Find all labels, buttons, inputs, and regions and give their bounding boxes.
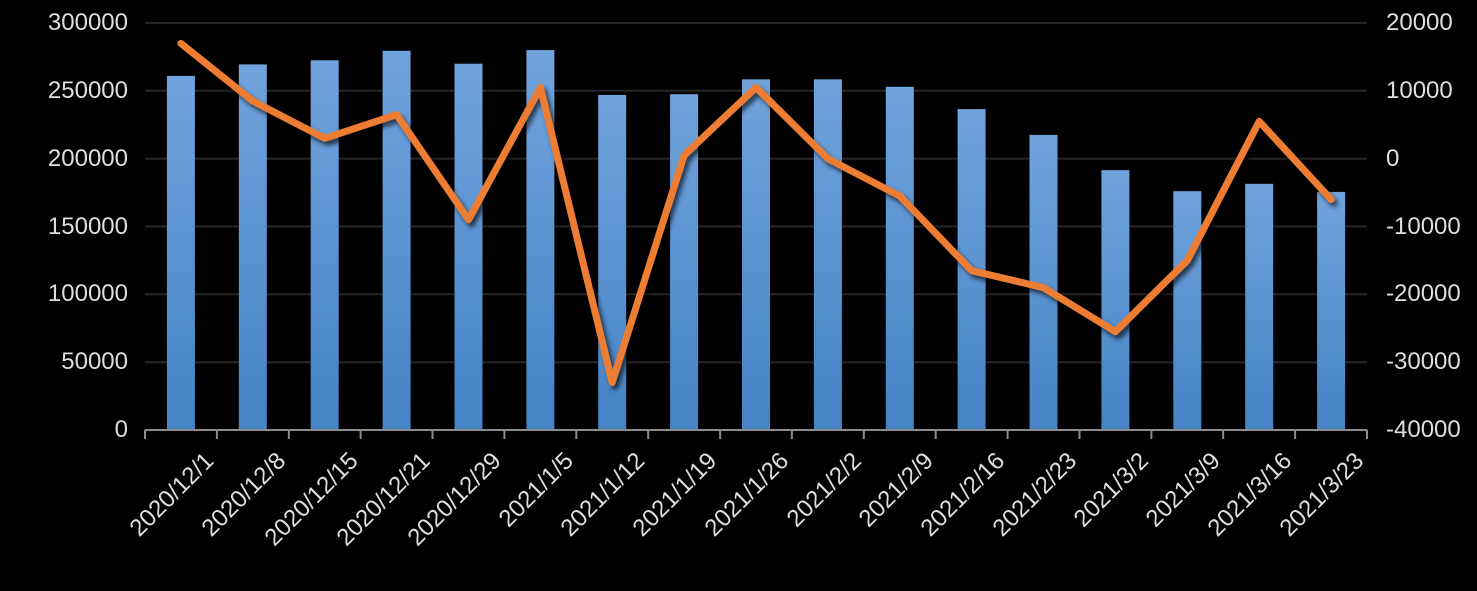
right-axis-tick-label: -30000 [1386,348,1461,375]
left-axis-tick-label: 150000 [47,213,128,240]
bar-2021/2/2[interactable] [813,79,842,431]
left-axis-tick-label: 100000 [47,280,128,307]
right-axis-tick-label: -10000 [1386,213,1461,240]
left-axis-tick-label: 50000 [61,348,128,375]
bar-2020/12/15[interactable] [310,60,339,431]
left-axis-tick-label: 300000 [47,9,128,36]
left-axis-tick-label: 250000 [47,77,128,104]
bar-2020/12/29[interactable] [454,63,483,430]
right-axis-tick-label: -40000 [1386,416,1461,443]
right-axis-tick-label: 0 [1386,145,1400,172]
left-axis-tick-label: 0 [114,416,128,443]
right-axis-tick-label: -20000 [1386,280,1461,307]
bar-2021/2/9[interactable] [885,86,914,431]
bar-2020/12/21[interactable] [382,50,411,431]
bar-series [166,50,1346,431]
bar-2021/3/16[interactable] [1245,183,1274,430]
bar-2021/3/23[interactable] [1317,191,1346,430]
left-axis-tick-label: 200000 [47,145,128,172]
bar-2020/12/8[interactable] [238,64,267,431]
bar-2020/12/1[interactable] [166,75,195,431]
bar-2021/3/2[interactable] [1101,170,1130,430]
right-axis-tick-label: 20000 [1386,9,1453,36]
bar-2021/1/26[interactable] [742,79,770,431]
right-axis-tick-label: 10000 [1386,77,1453,104]
bar-2021/3/9[interactable] [1173,191,1202,430]
line-series[interactable] [177,39,1335,386]
x-axis [144,429,1368,439]
